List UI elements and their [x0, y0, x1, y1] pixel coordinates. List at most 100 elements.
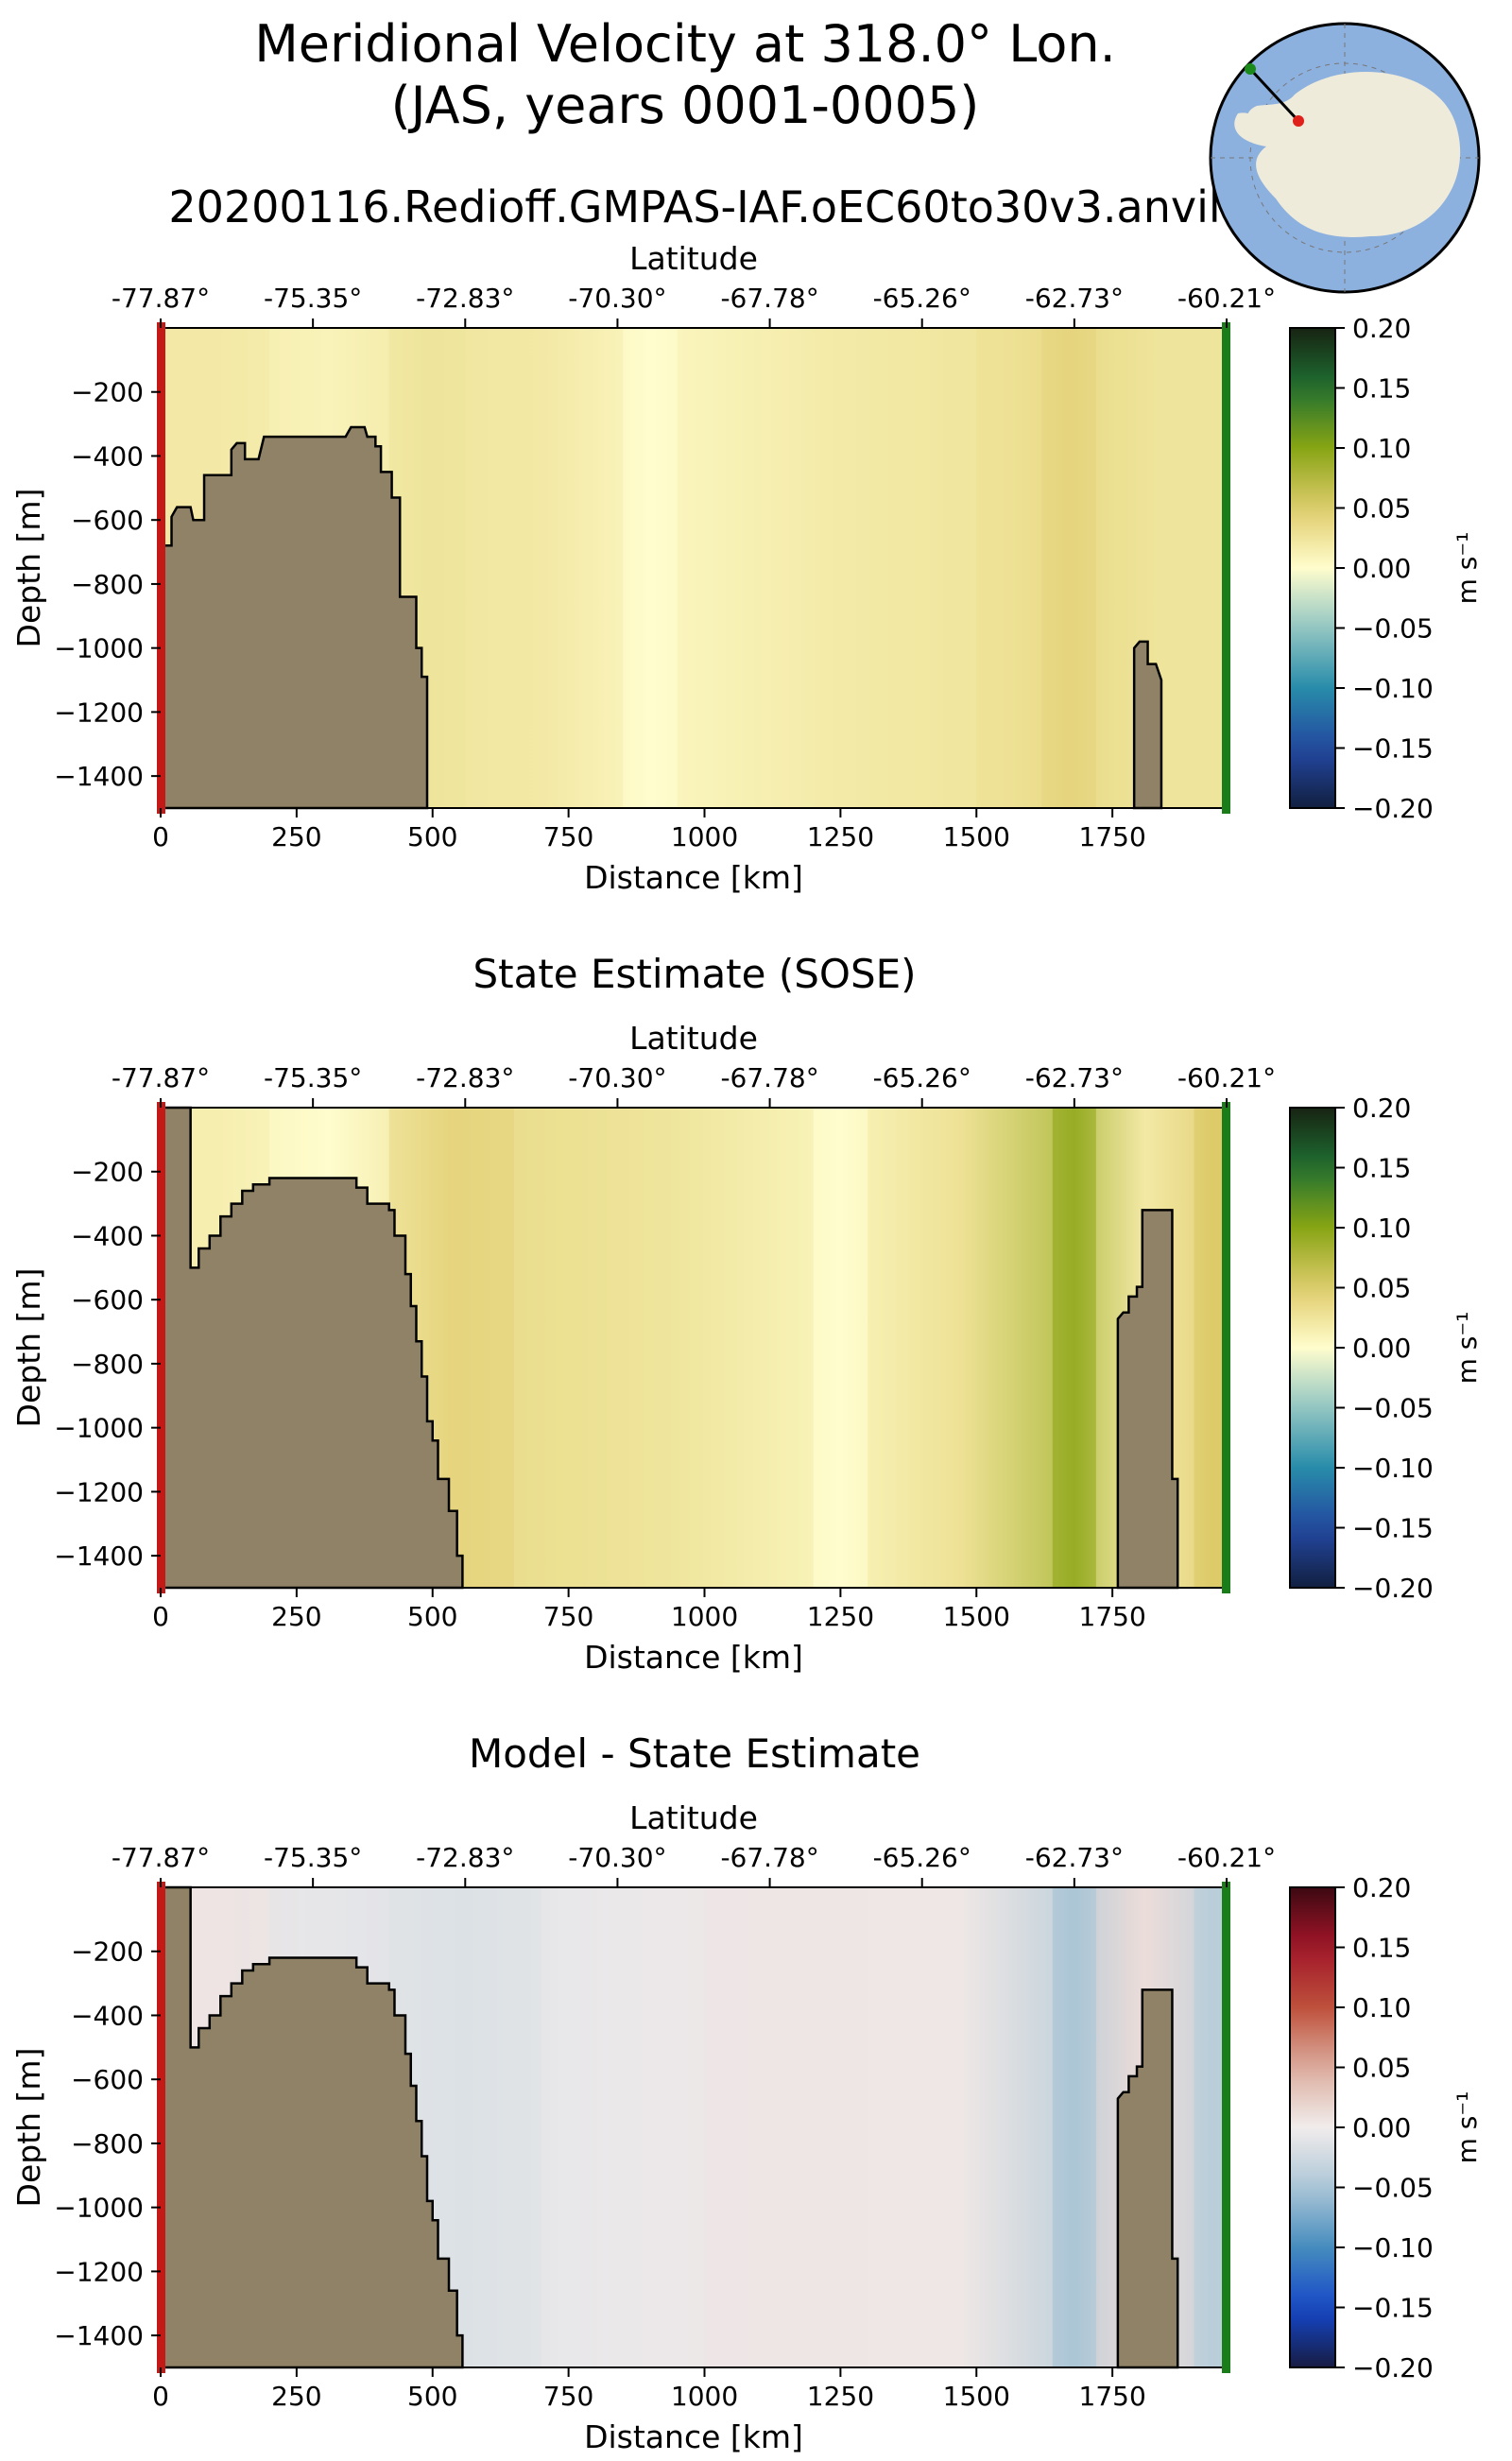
y-axis-label: Depth [m]: [10, 2048, 47, 2208]
colorbar-tick-label: 0.05: [1352, 493, 1411, 525]
x-tick-label: 750: [543, 1601, 593, 1632]
latitude-tick-label: -77.87°: [112, 283, 210, 314]
velocity-band-8: [1194, 1108, 1227, 1588]
velocity-band-4: [704, 1887, 868, 2367]
latitude-tick-label: -67.78°: [720, 283, 818, 314]
transect-end-marker: [1245, 63, 1256, 75]
latitude-tick-label: -72.83°: [416, 283, 514, 314]
seamount: [1116, 1209, 1179, 1590]
colorbar-tick-label: −0.20: [1352, 1573, 1434, 1604]
colorbar-tick-label: 0.15: [1352, 1153, 1411, 1184]
velocity-band-6: [1052, 1887, 1096, 2367]
colorbar-tick-label: 0.15: [1352, 373, 1411, 404]
y-tick-label: −200: [71, 377, 144, 408]
latitude-tick-label: -65.26°: [873, 1842, 971, 1873]
panel-title: Model - State Estimate: [469, 1730, 920, 1777]
colorbar-tick-label: 0.10: [1352, 1213, 1411, 1244]
panel-title: State Estimate (SOSE): [472, 951, 916, 997]
figure-title-line1: Meridional Velocity at 318.0° Lon.: [254, 14, 1116, 74]
y-tick-label: −600: [71, 1284, 144, 1316]
y-tick-label: −800: [71, 1349, 144, 1380]
y-tick-label: −400: [71, 2000, 144, 2031]
x-tick-label: 0: [152, 1601, 169, 1632]
latitude-tick-label: -72.83°: [416, 1062, 514, 1093]
latitude-tick-label: -65.26°: [873, 1062, 971, 1093]
y-tick-label: −200: [71, 1936, 144, 1968]
x-tick-label: 1000: [671, 2381, 738, 2412]
colorbar-label: m s⁻¹: [1452, 1312, 1483, 1385]
panel-sose: State Estimate (SOSE) 0 250 500 750 1000 1250 1…: [10, 951, 1483, 1676]
x-tick-label: 0: [152, 2381, 169, 2412]
y-tick-label: −1200: [54, 2256, 144, 2287]
velocity-band-5: [677, 328, 977, 808]
transect-end-line: [1222, 1882, 1230, 2373]
colorbar: [1289, 327, 1336, 809]
colorbar-tick-label: 0.20: [1352, 1093, 1411, 1124]
latitude-tick-label: -75.35°: [264, 1842, 362, 1873]
latitude-axis-label: Latitude: [629, 1799, 758, 1836]
colorbar-tick-label: 0.00: [1352, 2112, 1411, 2143]
colorbar-tick-label: −0.15: [1352, 1513, 1434, 1544]
y-tick-label: −600: [71, 505, 144, 536]
latitude-tick-label: -70.30°: [568, 1842, 666, 1873]
latitude-tick-label: -60.21°: [1177, 1062, 1276, 1093]
y-tick-label: −800: [71, 2128, 144, 2160]
x-tick-label: 250: [271, 2381, 321, 2412]
velocity-band-7: [1041, 328, 1096, 808]
latitude-tick-label: -77.87°: [112, 1842, 210, 1873]
x-tick-label: 750: [543, 2381, 593, 2412]
latitude-tick-label: -70.30°: [568, 283, 666, 314]
colorbar-tick-label: −0.10: [1352, 1453, 1434, 1484]
x-tick-label: 1250: [807, 2381, 874, 2412]
latitude-tick-label: -62.73°: [1025, 283, 1124, 314]
x-tick-label: 1500: [943, 1601, 1010, 1632]
latitude-tick-label: -67.78°: [720, 1062, 818, 1093]
antarctica-polar-map-icon: [1209, 22, 1481, 294]
colorbar-tick-label: −0.20: [1352, 793, 1434, 824]
colorbar-tick-label: −0.15: [1352, 733, 1434, 765]
colorbar-tick-label: −0.10: [1352, 2232, 1434, 2263]
colorbar-tick-label: 0.00: [1352, 1333, 1411, 1364]
transect-end-line: [1222, 1102, 1230, 1593]
x-axis-label: Distance [km]: [584, 859, 803, 896]
colorbar: [1289, 1886, 1336, 2368]
latitude-tick-label: -67.78°: [720, 1842, 818, 1873]
colorbar-tick-label: −0.05: [1352, 1393, 1434, 1424]
x-tick-label: 1500: [943, 821, 1010, 852]
y-tick-label: −1400: [54, 1540, 144, 1572]
transect-end-line: [1222, 322, 1230, 814]
x-tick-label: 1750: [1079, 1601, 1146, 1632]
x-tick-label: 1250: [807, 821, 874, 852]
x-tick-label: 1000: [671, 1601, 738, 1632]
velocity-band-3: [541, 1887, 705, 2367]
colorbar-tick-label: 0.00: [1352, 553, 1411, 584]
figure-title-line2: (JAS, years 0001-0005): [391, 76, 980, 135]
colorbar-tick-label: 0.20: [1352, 1872, 1411, 1903]
transect-start-line: [157, 322, 165, 814]
y-tick-label: −1200: [54, 697, 144, 728]
x-tick-label: 1500: [943, 2381, 1010, 2412]
x-axis-label: Distance [km]: [584, 2418, 803, 2455]
y-tick-label: −1000: [54, 633, 144, 664]
colorbar-tick-label: −0.10: [1352, 673, 1434, 704]
latitude-tick-label: -60.21°: [1177, 1842, 1276, 1873]
y-tick-label: −800: [71, 569, 144, 600]
latitude-tick-label: -60.21°: [1177, 283, 1276, 314]
y-tick-label: −200: [71, 1157, 144, 1188]
transect-start-line: [157, 1102, 165, 1593]
y-tick-label: −1400: [54, 761, 144, 792]
velocity-band-3: [514, 1108, 814, 1588]
x-tick-label: 1000: [671, 821, 738, 852]
colorbar-tick-label: −0.15: [1352, 2293, 1434, 2324]
latitude-tick-label: -75.35°: [264, 283, 362, 314]
x-tick-label: 500: [407, 2381, 457, 2412]
y-tick-label: −1000: [54, 2193, 144, 2224]
colorbar-tick-label: −0.05: [1352, 613, 1434, 645]
transect-start-marker: [1293, 115, 1304, 127]
y-tick-label: −1200: [54, 1476, 144, 1507]
latitude-tick-label: -72.83°: [416, 1842, 514, 1873]
seamount: [1132, 640, 1163, 810]
colorbar-tick-label: 0.05: [1352, 1273, 1411, 1304]
velocity-band-8: [1194, 1887, 1227, 2367]
